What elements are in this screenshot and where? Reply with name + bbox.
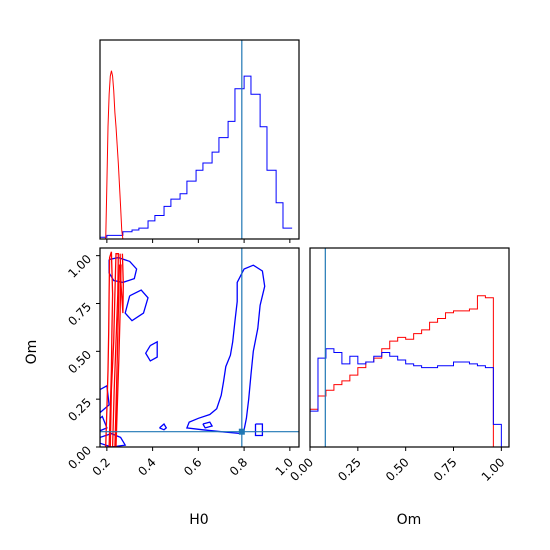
- contour-blue: [100, 432, 127, 447]
- contour-blue: [185, 264, 266, 435]
- contour-group: [100, 248, 299, 447]
- hist-h0-frame: [99, 39, 300, 240]
- hist-om-x-tick-label: 0.75: [431, 455, 460, 484]
- hist-om-x-tick-label: 0.00: [287, 455, 316, 484]
- hist-om-x-tick-label: 0.50: [383, 455, 412, 484]
- contour-blue: [124, 289, 149, 322]
- contour-blue: [202, 421, 214, 429]
- panel-2d-h0-om: 0.2 0.4 0.6 0.8 1.00.000.250.500.751.00 H0 O…: [24, 247, 300, 528]
- 2d-frame: [99, 247, 300, 448]
- 2d-y-tick-label: 1.00: [65, 252, 94, 281]
- truth-marker: [238, 428, 245, 435]
- panel-hist-h0: [99, 39, 300, 243]
- contour-blue: [254, 423, 264, 437]
- contour-red: [105, 251, 114, 447]
- contour-blue: [144, 340, 158, 362]
- 2d-x-tick-label: 0.6: [181, 455, 204, 478]
- 2d-y-tick-label: 0.50: [65, 348, 94, 377]
- contour-blue: [159, 422, 168, 431]
- hist-om-frame: [309, 247, 510, 448]
- x-axis-title-h0: H0: [189, 512, 208, 528]
- panel-hist-om: 0.00 0.25 0.50 0.75 1.00 Om: [287, 247, 510, 528]
- x-axis-title-om: Om: [397, 512, 422, 528]
- 2d-x-tick-label: 0.8: [227, 455, 250, 478]
- hist-h0-blue-series: [99, 75, 293, 239]
- 2d-x-tick-label: 0.4: [135, 455, 158, 478]
- contour-blue: [100, 384, 110, 414]
- 2d-x-tick-label: 0.2: [90, 455, 113, 478]
- contour-red: [109, 253, 119, 447]
- 2d-y-tick-label: 0.25: [65, 395, 94, 424]
- hist-h0-red-series: [105, 70, 124, 240]
- y-axis-title-om: Om: [24, 340, 40, 365]
- hist-om-blue-series: [309, 348, 502, 447]
- hist-om-x-tick-label: 1.00: [479, 455, 508, 484]
- hist-om-red-series: [309, 295, 502, 448]
- contour-blue: [100, 415, 108, 432]
- hist-om-x-tick-label: 0.25: [335, 455, 364, 484]
- contour-red: [119, 253, 124, 314]
- 2d-y-tick-label: 0.75: [65, 300, 94, 329]
